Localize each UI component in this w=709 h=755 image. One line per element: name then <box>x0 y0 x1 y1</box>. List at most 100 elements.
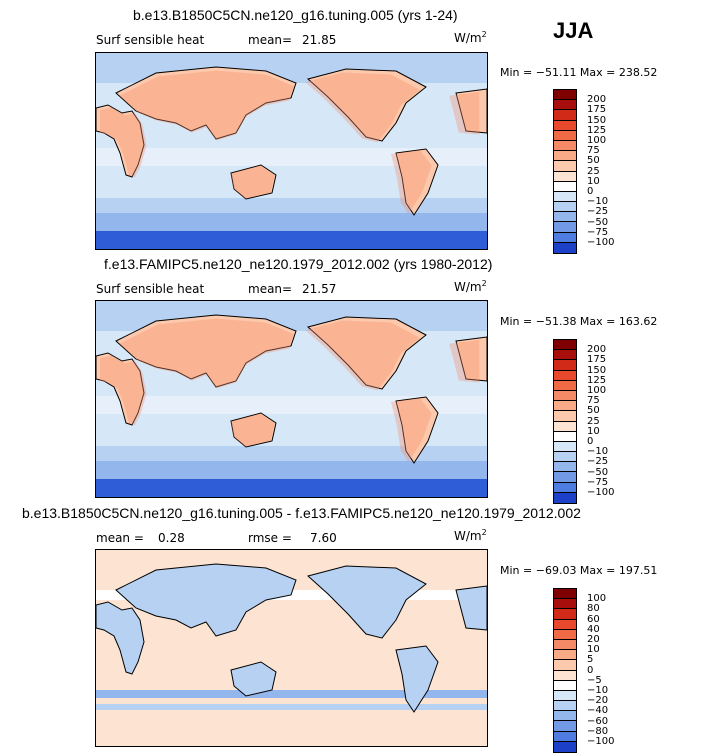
land-mass <box>115 314 297 388</box>
colorbar-tick-label: −10 <box>587 446 609 458</box>
panel-2-title: f.e13.FAMIPC5.ne120_ne120.1979_2012.002 … <box>104 256 493 272</box>
colorbar-box <box>554 242 576 253</box>
colorbar-tick-label: −100 <box>587 736 615 747</box>
colorbar-box <box>554 609 576 620</box>
colorbar-box <box>554 222 576 233</box>
colorbar-box <box>554 212 576 223</box>
panel-3-map <box>95 549 488 747</box>
colorbar-box <box>554 370 576 381</box>
land-mass <box>455 336 487 382</box>
colorbar-tick-label: 0 <box>587 186 594 197</box>
colorbar-box <box>554 472 576 483</box>
colorbar-box <box>554 639 576 651</box>
colorbar-box <box>554 130 576 141</box>
panel-1-mean-value: 21.85 <box>302 33 337 47</box>
panel-3-minmax: Min = −69.03 Max = 197.51 <box>500 564 658 577</box>
land-mass <box>230 164 277 200</box>
colorbar-tick-label: −50 <box>587 216 609 228</box>
colorbar-tick-label: −10 <box>587 196 609 208</box>
colorbar-box <box>554 120 576 131</box>
colorbar-box <box>554 110 576 121</box>
colorbar-tick-label: 25 <box>587 165 600 177</box>
colorbar-tick-label: −75 <box>587 476 609 488</box>
colorbar-tick-label: 0 <box>587 436 594 447</box>
colorbar-tick-label: 175 <box>587 354 607 366</box>
colorbar-tick-label: −20 <box>587 695 609 707</box>
colorbar-tick-label: 50 <box>587 155 600 167</box>
colorbar-tick-label: 100 <box>587 135 607 146</box>
colorbar-tick-label: −50 <box>587 466 609 478</box>
colorbar-tick-label: −75 <box>587 226 609 238</box>
colorbar-tick-label: 125 <box>587 374 607 386</box>
colorbar-box <box>554 599 576 610</box>
colorbar-box <box>554 741 576 752</box>
panel-1-mean-label: mean= <box>248 33 293 47</box>
colorbar-tick-label: 100 <box>587 593 607 605</box>
land-mass <box>306 316 427 390</box>
land-mass <box>395 645 439 713</box>
panel-2-map <box>95 300 488 498</box>
colorbar-tick-label: 75 <box>587 395 600 407</box>
panel-3-mean-label: mean = <box>96 531 144 545</box>
colorbar-box <box>554 619 576 630</box>
colorbar-tick-label: 80 <box>587 603 600 615</box>
panel-3-rmse-label: rmse = <box>248 531 292 545</box>
colorbar-box <box>554 171 576 182</box>
colorbar-box <box>554 140 576 152</box>
panel-3-rmse-value: 7.60 <box>310 531 337 545</box>
land-mass <box>230 661 277 697</box>
colorbar-tick-label: −10 <box>587 685 609 696</box>
panel-1-minmax: Min = −51.11 Max = 238.52 <box>500 66 658 79</box>
colorbar-box <box>554 232 576 243</box>
colorbar-tick-label: 10 <box>587 644 600 656</box>
colorbar-box <box>554 390 576 402</box>
colorbar-box <box>554 492 576 503</box>
colorbar-box <box>554 441 576 453</box>
colorbar-box <box>554 401 576 412</box>
panel-2-units: W/m2 <box>454 279 487 294</box>
colorbar-tick-label: −100 <box>587 237 615 248</box>
colorbar-box <box>554 680 576 691</box>
land-mass <box>306 565 427 639</box>
land-mass <box>96 352 145 426</box>
colorbar-box <box>554 452 576 463</box>
land-mass <box>395 396 439 464</box>
colorbar-tick-label: 150 <box>587 364 607 376</box>
land-mass <box>115 66 297 140</box>
colorbar-box <box>554 161 576 172</box>
colorbar-box <box>554 711 576 722</box>
colorbar-tick-label: 60 <box>587 613 600 625</box>
land-mass <box>455 585 487 631</box>
colorbar-tick-label: 10 <box>587 425 600 437</box>
colorbar-box <box>554 589 576 600</box>
colorbar-box <box>554 629 576 640</box>
colorbar-box <box>554 482 576 493</box>
colorbar-tick-label: 100 <box>587 385 607 396</box>
colorbar-tick-label: 125 <box>587 124 607 136</box>
panel-2-mean-label: mean= <box>248 282 293 296</box>
colorbar-tick-label: 0 <box>587 664 594 676</box>
colorbar-tick-label: 75 <box>587 145 600 157</box>
panel-3-units: W/m2 <box>454 528 487 543</box>
colorbar-box <box>554 670 576 681</box>
colorbar-tick-label: 40 <box>587 623 600 635</box>
panel-1-title: b.e13.B1850C5CN.ne120_g16.tuning.005 (yr… <box>133 7 458 23</box>
colorbar-tick-label: 20 <box>587 634 600 645</box>
colorbar-box <box>554 462 576 473</box>
colorbar-tick-label: 200 <box>587 94 607 106</box>
colorbar-box <box>554 100 576 111</box>
land-mass <box>395 148 439 216</box>
panel-2-colorbar <box>553 339 577 504</box>
colorbar-box <box>554 421 576 432</box>
colorbar-tick-label: −40 <box>587 705 609 717</box>
panel-2-variable-label: Surf sensible heat <box>96 282 205 296</box>
colorbar-tick-label: −25 <box>587 206 609 218</box>
land-mass <box>306 68 427 142</box>
colorbar-box <box>554 360 576 371</box>
colorbar-tick-label: −80 <box>587 725 609 737</box>
land-mass <box>96 104 145 178</box>
colorbar-box <box>554 380 576 391</box>
colorbar-tick-label: 200 <box>587 344 607 356</box>
colorbar-box <box>554 690 576 702</box>
colorbar-box <box>554 90 576 101</box>
